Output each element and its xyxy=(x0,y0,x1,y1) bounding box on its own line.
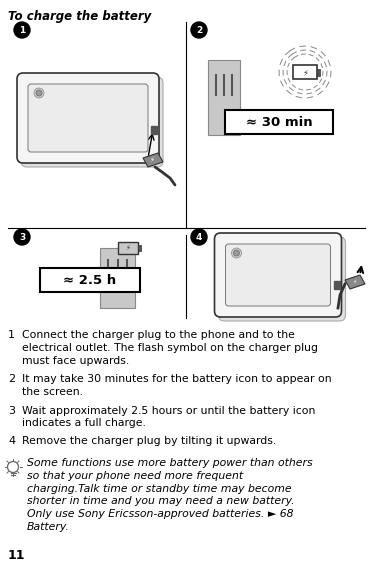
Circle shape xyxy=(34,88,44,98)
Bar xyxy=(40,268,140,292)
Text: 3: 3 xyxy=(8,406,15,415)
Text: 11: 11 xyxy=(8,549,25,562)
Circle shape xyxy=(14,22,30,38)
Text: ⚡: ⚡ xyxy=(150,157,154,163)
Circle shape xyxy=(233,250,239,256)
Text: ⚡: ⚡ xyxy=(126,245,131,251)
Circle shape xyxy=(191,22,207,38)
Polygon shape xyxy=(143,153,163,167)
Text: Remove the charger plug by tilting it upwards.: Remove the charger plug by tilting it up… xyxy=(22,437,276,446)
Text: ⚡: ⚡ xyxy=(302,68,308,77)
Circle shape xyxy=(232,248,241,258)
Bar xyxy=(317,69,320,76)
Bar xyxy=(138,245,141,251)
Text: 4: 4 xyxy=(196,233,202,242)
Bar xyxy=(208,60,240,135)
Bar xyxy=(118,242,138,254)
Text: 1: 1 xyxy=(8,330,15,340)
Text: To charge the battery: To charge the battery xyxy=(8,10,151,23)
FancyBboxPatch shape xyxy=(21,77,163,167)
Text: ≈ 30 min: ≈ 30 min xyxy=(246,116,312,128)
Circle shape xyxy=(36,90,42,96)
FancyBboxPatch shape xyxy=(214,233,342,317)
FancyBboxPatch shape xyxy=(28,84,148,152)
Text: Connect the charger plug to the phone and to the
electrical outlet. The flash sy: Connect the charger plug to the phone an… xyxy=(22,330,318,366)
Bar xyxy=(100,248,135,308)
Text: 3: 3 xyxy=(19,233,25,242)
FancyBboxPatch shape xyxy=(226,244,330,306)
Text: ⚡: ⚡ xyxy=(353,280,357,285)
Text: 2: 2 xyxy=(196,26,202,35)
Text: 1: 1 xyxy=(19,26,25,35)
Text: 2: 2 xyxy=(8,375,15,384)
Bar xyxy=(151,126,157,134)
Circle shape xyxy=(14,229,30,245)
FancyBboxPatch shape xyxy=(219,237,345,321)
FancyBboxPatch shape xyxy=(17,73,159,163)
Text: It may take 30 minutes for the battery icon to appear on
the screen.: It may take 30 minutes for the battery i… xyxy=(22,375,332,397)
Text: Wait approximately 2.5 hours or until the battery icon
indicates a full charge.: Wait approximately 2.5 hours or until th… xyxy=(22,406,316,428)
Text: 4: 4 xyxy=(8,437,15,446)
Text: Some functions use more battery power than others
so that your phone need more f: Some functions use more battery power th… xyxy=(27,458,313,532)
Text: ≈ 2.5 h: ≈ 2.5 h xyxy=(63,273,116,286)
Bar xyxy=(293,65,317,79)
Bar xyxy=(333,281,339,289)
Polygon shape xyxy=(345,275,365,289)
Bar xyxy=(225,110,333,134)
Circle shape xyxy=(191,229,207,245)
